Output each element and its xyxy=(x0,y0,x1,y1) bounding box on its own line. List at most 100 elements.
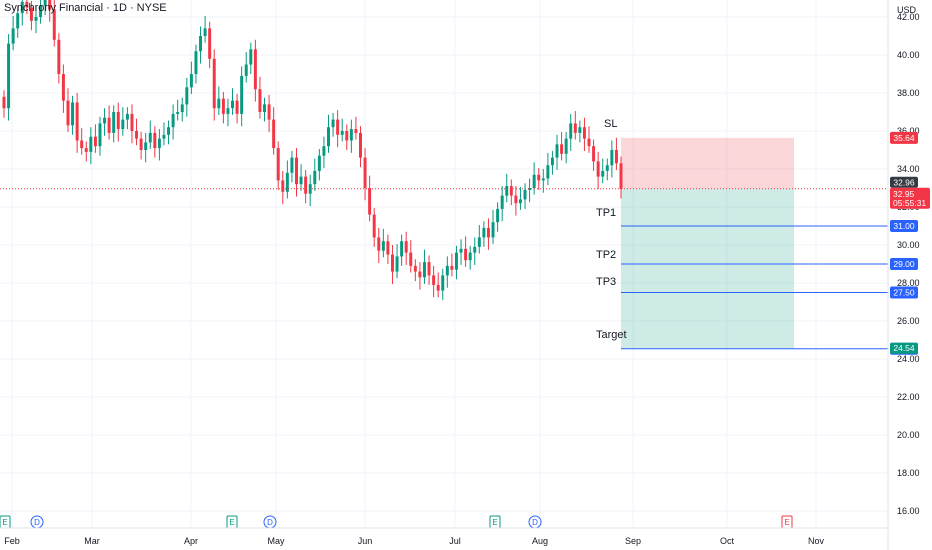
candle-body xyxy=(619,163,623,189)
candle-body xyxy=(377,237,381,251)
candle-body xyxy=(20,1,24,14)
candle-body xyxy=(445,265,449,276)
event-symbol: E xyxy=(229,518,234,527)
candle-body xyxy=(336,119,340,135)
price-badges: 35.6431.0029.0027.5024.5424.5432.9632.95… xyxy=(890,131,930,355)
candle-body xyxy=(80,140,84,149)
candle-body xyxy=(61,74,65,101)
last-price-badge xyxy=(890,176,918,188)
candle-body xyxy=(564,138,568,154)
candle-body xyxy=(610,150,614,166)
candle-body xyxy=(454,252,458,270)
candle-body xyxy=(331,119,335,128)
candlestick-series xyxy=(2,0,623,301)
candle-body xyxy=(491,222,495,238)
price-badge-tp3 xyxy=(890,286,918,299)
candle-body xyxy=(386,241,390,255)
candle-body xyxy=(57,39,61,74)
candle-body xyxy=(25,1,29,8)
candle-body xyxy=(601,170,605,177)
target-badge xyxy=(890,342,918,354)
candle-body xyxy=(125,113,129,120)
candle-body xyxy=(7,43,11,109)
price-badge-text: 35.64 xyxy=(893,133,915,143)
candle-body xyxy=(34,17,38,21)
chart-title: Synchrony Financial · 1D · NYSE xyxy=(4,2,167,14)
y-tick-label: 30.00 xyxy=(897,240,920,250)
candle-body xyxy=(221,98,225,114)
y-tick-label: 26.00 xyxy=(897,316,920,326)
candle-body xyxy=(582,127,586,139)
y-tick-label: 42.00 xyxy=(897,12,920,22)
candle-body xyxy=(573,123,577,133)
x-tick-label: Oct xyxy=(720,536,735,546)
candle-body xyxy=(482,227,486,238)
x-tick-label: Mar xyxy=(84,536,100,546)
y-tick-label: 40.00 xyxy=(897,50,920,60)
price-badge-sl xyxy=(890,131,918,144)
candle-body xyxy=(605,165,609,171)
candle-body xyxy=(368,188,372,215)
candle-body xyxy=(509,186,513,196)
candle-body xyxy=(52,9,56,40)
candle-body xyxy=(267,104,271,120)
candle-body xyxy=(199,36,203,52)
candle-body xyxy=(212,58,216,109)
level-label-tp2: TP2 xyxy=(596,249,616,261)
candle-body xyxy=(180,104,184,112)
candle-body xyxy=(537,174,541,181)
candle-body xyxy=(189,74,193,88)
candle-body xyxy=(148,132,152,143)
y-tick-label: 22.00 xyxy=(897,392,920,402)
candle-body xyxy=(167,127,171,135)
candle-body xyxy=(135,131,139,139)
candle-body xyxy=(409,252,413,266)
stop-zone xyxy=(621,137,794,189)
x-tick-label: Aug xyxy=(532,536,548,546)
candle-body xyxy=(144,142,148,150)
x-tick-label: Feb xyxy=(4,536,20,546)
candle-body xyxy=(317,155,321,171)
price-badge-text: 27.50 xyxy=(893,288,915,298)
candle-body xyxy=(103,117,107,124)
target-badge-text: 24.54 xyxy=(893,343,915,353)
event-symbol: D xyxy=(267,518,273,527)
candle-body xyxy=(546,165,550,179)
candle-body xyxy=(459,248,463,253)
candle-body xyxy=(322,146,326,156)
candle-body xyxy=(422,262,426,278)
candle-body xyxy=(505,186,509,196)
candle-body xyxy=(395,256,399,272)
candle-body xyxy=(308,184,312,194)
price-badge-tp2 xyxy=(890,258,918,270)
close-price-badge xyxy=(890,187,930,209)
candle-body xyxy=(450,265,454,270)
candle-body xyxy=(372,214,376,238)
candle-body xyxy=(404,241,408,253)
candle-body xyxy=(112,112,116,133)
candle-body xyxy=(89,136,93,152)
candle-body xyxy=(235,100,239,114)
level-label-target: Target xyxy=(596,329,627,341)
candle-body xyxy=(157,138,161,149)
candle-body xyxy=(29,7,33,21)
candle-body xyxy=(313,170,317,185)
y-tick-label: 20.00 xyxy=(897,430,920,440)
candle-body xyxy=(441,275,445,291)
candle-body xyxy=(253,49,257,90)
candle-body xyxy=(413,265,417,272)
y-tick-label: 38.00 xyxy=(897,88,920,98)
candle-body xyxy=(473,246,477,253)
candle-body xyxy=(240,75,244,114)
time-axis[interactable]: Feb Mar Apr May Jun Jul Aug Sep Oct Nov xyxy=(4,536,824,546)
candle-body xyxy=(43,0,47,6)
level-label-tp3: TP3 xyxy=(596,276,616,288)
candle-body xyxy=(93,136,97,147)
candle-body xyxy=(75,102,79,141)
event-symbol: E xyxy=(492,518,497,527)
candle-body xyxy=(496,208,500,223)
candle-body xyxy=(66,100,70,126)
candle-body xyxy=(162,134,166,139)
